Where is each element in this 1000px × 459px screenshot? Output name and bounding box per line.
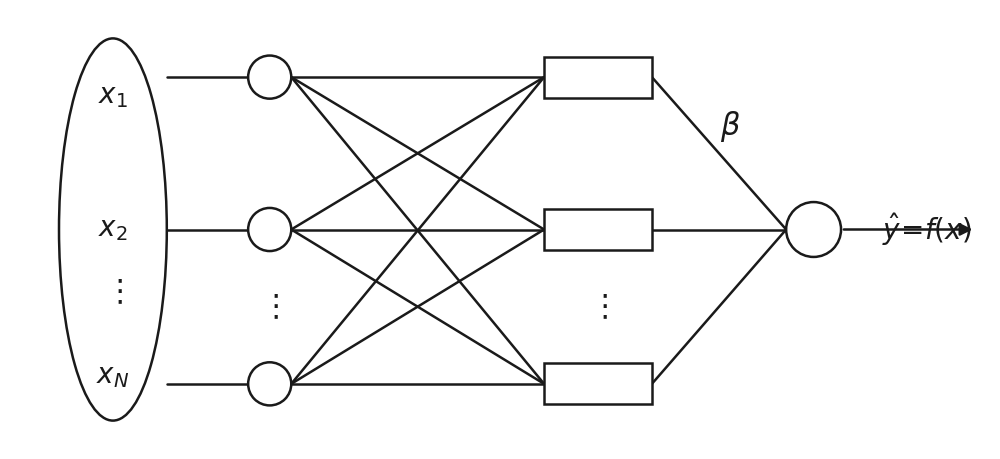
Text: $K(x_N,x)$: $K(x_N,x)$ (555, 370, 641, 397)
Text: $\vdots$: $\vdots$ (589, 292, 607, 323)
Bar (544, 363, 652, 404)
Text: $\vdots$: $\vdots$ (260, 292, 279, 323)
Text: $\vdots$: $\vdots$ (104, 277, 122, 308)
Bar (544, 209, 652, 250)
Text: $K(x_2,x)$: $K(x_2,x)$ (555, 216, 641, 243)
Text: $K(x_1,x)$: $K(x_1,x)$ (555, 63, 641, 91)
Text: $\beta$: $\beta$ (720, 109, 741, 144)
Circle shape (786, 202, 841, 257)
Text: $x_2$: $x_2$ (98, 216, 128, 243)
Circle shape (248, 56, 291, 99)
Text: $\hat{y}\!=\!f(x)$: $\hat{y}\!=\!f(x)$ (882, 211, 971, 248)
Circle shape (248, 362, 291, 405)
Text: $x_1$: $x_1$ (98, 83, 128, 110)
Text: $x_N$: $x_N$ (96, 363, 130, 390)
Circle shape (248, 208, 291, 251)
Bar (544, 56, 652, 98)
